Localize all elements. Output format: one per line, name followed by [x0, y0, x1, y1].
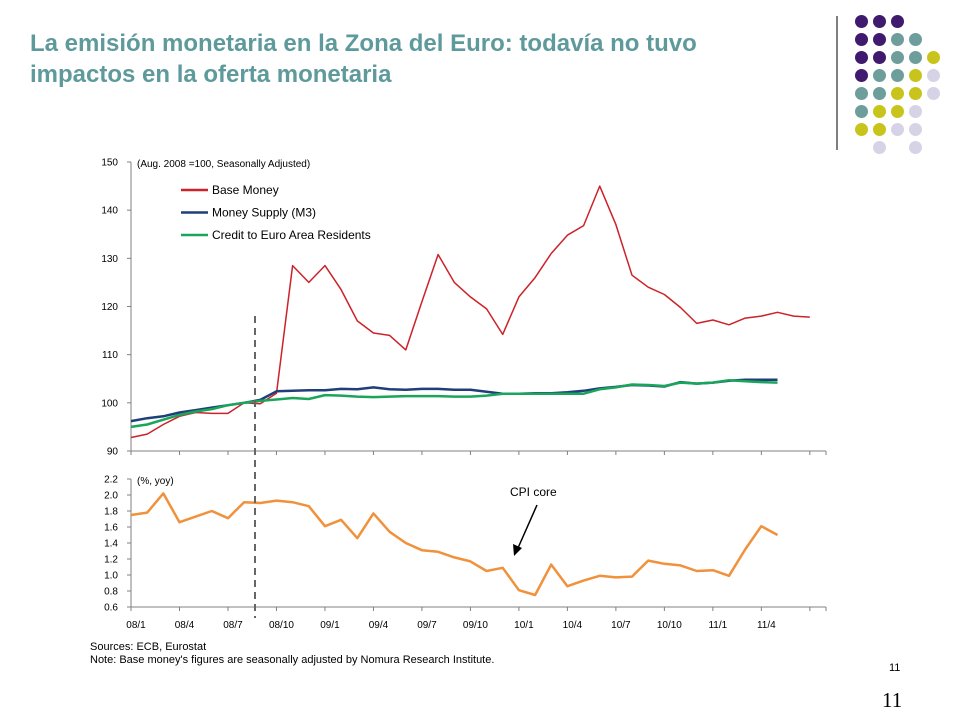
slide-title: La emisión monetaria en la Zona del Euro… [30, 30, 697, 88]
callout-arrowhead [513, 544, 522, 556]
y-tick-label: 1.4 [104, 539, 118, 550]
y-tick-label: 1.2 [104, 555, 118, 566]
x-tick-label: 11/1 [708, 620, 727, 631]
x-tick-label: 09/1 [320, 620, 340, 631]
x-tick-label: 10/1 [514, 620, 534, 631]
y-tick-label: 1.6 [104, 523, 118, 534]
x-tick-label: 08/4 [175, 620, 195, 631]
y-tick-label: 110 [102, 350, 118, 361]
y-tick-label: 130 [101, 254, 118, 265]
sources-note: Sources: ECB, Eurostat [90, 641, 207, 653]
x-tick-label: 08/10 [269, 620, 294, 631]
y-tick-label: 100 [101, 398, 118, 409]
chart-annotation: (%, yoy) [137, 476, 174, 487]
page-number-large: 11 [882, 688, 903, 712]
series-line [130, 378, 778, 423]
y-tick-label: 2.2 [104, 475, 118, 486]
x-tick-label: 09/4 [369, 620, 389, 631]
cpi-core-callout: CPI core [510, 485, 557, 499]
title-divider [836, 16, 838, 150]
chart-overlay: CPI core [254, 316, 557, 618]
y-tick-label: 150 [101, 158, 118, 169]
page-number-small: 11 [889, 662, 901, 674]
x-tick-label: 10/4 [563, 620, 583, 631]
y-tick-label: 1.8 [104, 507, 118, 518]
x-tick-label: 08/7 [223, 620, 243, 631]
x-tick-label: 10/10 [657, 620, 682, 631]
y-tick-label: 140 [101, 206, 118, 217]
y-tick-label: 90 [107, 447, 119, 458]
series-line [130, 185, 810, 439]
x-tick-label: 09/10 [463, 620, 488, 631]
x-tick-label: 09/7 [417, 620, 437, 631]
series-line [130, 378, 778, 429]
chart-annotation: (Aug. 2008 =100, Seasonally Adjusted) [137, 159, 310, 170]
x-tick-label: 08/1 [126, 620, 146, 631]
y-tick-label: 0.6 [104, 603, 118, 614]
callout-arrow-line [517, 504, 538, 549]
methodology-note: Note: Base money's figures are seasonall… [90, 654, 495, 666]
base-money-chart: 90 100 110 120 130 140 150 (Aug. 2008 =100, Sea… [101, 158, 827, 458]
x-tick-label: 11/4 [757, 620, 776, 631]
y-tick-label: 120 [101, 302, 118, 313]
y-tick-label: 0.8 [104, 587, 118, 598]
series-line [130, 492, 779, 597]
y-tick-label: 2.0 [104, 491, 118, 502]
x-tick-label: 10/7 [611, 620, 631, 631]
y-tick-label: 1.0 [104, 571, 118, 582]
legend-label: Base Money [212, 183, 279, 197]
cpi-core-chart: 0.6 0.8 1.0 1.2 1.4 1.6 1.8 2.0 2.2 08/1 08/4 08/7 0… [104, 475, 827, 631]
legend-label: Credit to Euro Area Residents [212, 228, 371, 242]
legend-label: Money Supply (M3) [212, 206, 316, 220]
